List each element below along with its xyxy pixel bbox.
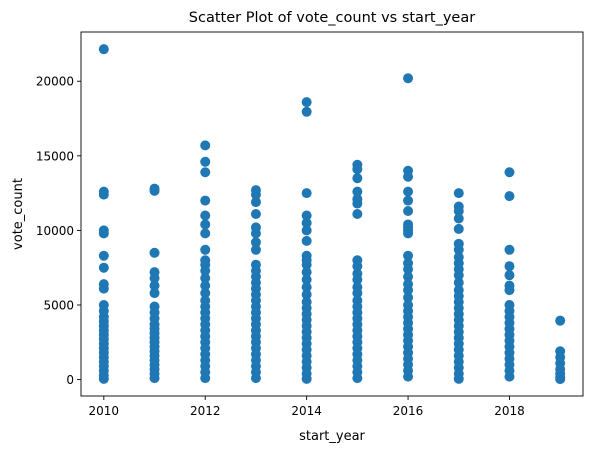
- data-point: [454, 224, 464, 234]
- data-point: [302, 107, 312, 117]
- data-point: [454, 213, 464, 223]
- data-point: [99, 284, 109, 294]
- data-point: [302, 188, 312, 198]
- data-point: [200, 228, 210, 238]
- data-point: [403, 228, 413, 238]
- data-point: [200, 219, 210, 229]
- data-point: [150, 288, 160, 298]
- data-point: [504, 167, 514, 177]
- data-point: [99, 374, 109, 384]
- chart-title: Scatter Plot of vote_count vs start_year: [189, 10, 475, 26]
- data-point: [200, 157, 210, 167]
- data-point: [352, 373, 362, 383]
- data-point: [403, 172, 413, 182]
- y-tick-label: 15000: [36, 149, 74, 163]
- data-point: [504, 285, 514, 295]
- x-tick-label: 2014: [291, 404, 322, 418]
- data-point: [403, 73, 413, 83]
- data-point: [504, 372, 514, 382]
- data-point: [251, 209, 261, 219]
- data-point: [555, 374, 565, 384]
- data-point: [403, 196, 413, 206]
- y-tick-label: 5000: [43, 299, 74, 313]
- data-point: [352, 173, 362, 183]
- data-point: [504, 245, 514, 255]
- x-tick-label: 2010: [89, 404, 120, 418]
- data-point: [150, 248, 160, 258]
- data-point: [454, 188, 464, 198]
- data-point: [200, 245, 210, 255]
- x-tick-label: 2012: [190, 404, 221, 418]
- data-point: [200, 373, 210, 383]
- data-point: [403, 206, 413, 216]
- data-point: [200, 140, 210, 150]
- data-point: [302, 225, 312, 235]
- y-tick-label: 20000: [36, 75, 74, 89]
- data-point: [150, 373, 160, 383]
- data-point: [200, 167, 210, 177]
- data-point: [99, 228, 109, 238]
- data-point: [251, 228, 261, 238]
- data-point: [251, 245, 261, 255]
- data-point: [454, 374, 464, 384]
- data-point: [403, 187, 413, 197]
- data-point: [200, 210, 210, 220]
- data-point: [99, 251, 109, 261]
- data-point: [99, 190, 109, 200]
- data-point: [200, 196, 210, 206]
- x-tick-label: 2018: [494, 404, 525, 418]
- data-point: [403, 372, 413, 382]
- data-point: [352, 209, 362, 219]
- data-point: [504, 270, 514, 280]
- data-point: [352, 164, 362, 174]
- data-point: [504, 191, 514, 201]
- x-tick-label: 2016: [393, 404, 424, 418]
- x-axis-label: start_year: [299, 429, 365, 444]
- data-point: [352, 199, 362, 209]
- data-point: [302, 97, 312, 107]
- data-point: [99, 44, 109, 54]
- data-point: [251, 373, 261, 383]
- y-axis-label: vote_count: [11, 178, 26, 250]
- data-point: [555, 316, 565, 326]
- y-tick-label: 0: [66, 373, 74, 387]
- data-point: [251, 197, 261, 207]
- data-point: [150, 186, 160, 196]
- data-point: [302, 374, 312, 384]
- data-point: [504, 261, 514, 271]
- data-point: [302, 236, 312, 246]
- y-tick-label: 10000: [36, 224, 74, 238]
- data-point: [99, 263, 109, 273]
